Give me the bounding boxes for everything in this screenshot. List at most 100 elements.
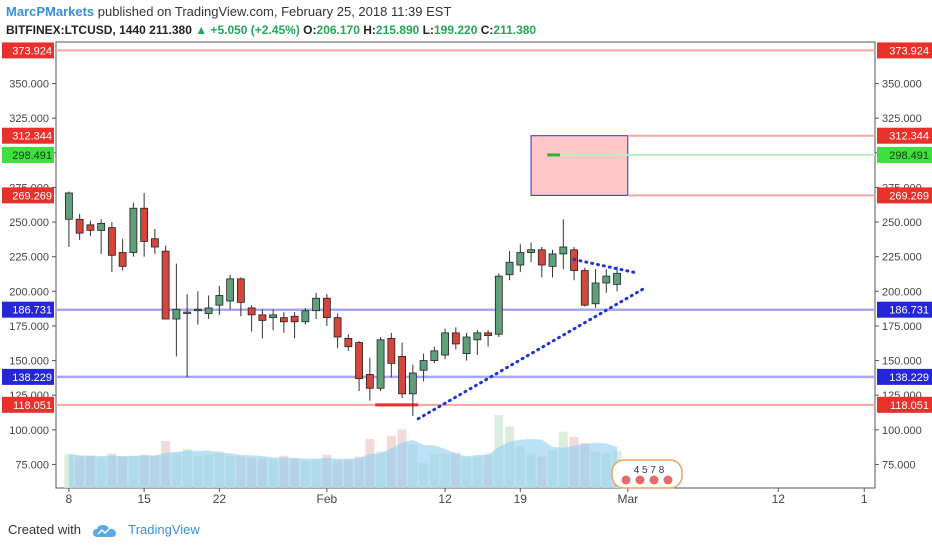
- candle-body: [183, 311, 192, 314]
- price-level-label-left: 373.924: [12, 45, 52, 57]
- publish-info: MarcPMarkets published on TradingView.co…: [6, 4, 451, 19]
- candle-body: [537, 249, 546, 266]
- x-tick-label: 12: [438, 492, 452, 506]
- candle-body: [193, 308, 202, 312]
- candle-body: [344, 338, 353, 348]
- tradingview-brand-link[interactable]: TradingView: [128, 522, 200, 537]
- candle-body: [64, 192, 73, 220]
- price-level-badge-right: [877, 42, 932, 59]
- candle-body: [86, 224, 95, 231]
- candle-body: [376, 339, 385, 389]
- price-level-label-right: 269.269: [889, 190, 929, 202]
- candle-body: [398, 356, 406, 395]
- x-tick-label: 15: [137, 492, 151, 506]
- candle-body: [301, 310, 310, 323]
- x-tick-label: 12: [772, 492, 786, 506]
- symbol-info: BITFINEX:LTCUSD, 1440 211.380 ▲ +5.050 (…: [6, 23, 536, 37]
- close-label: C:: [480, 23, 494, 37]
- plot-area: [55, 41, 876, 489]
- low-value: 199.220: [433, 23, 478, 37]
- price-level-label-left: 138.229: [12, 372, 52, 384]
- published-text: published on TradingView.com, February 2…: [97, 4, 452, 19]
- price-level-label-right: 298.491: [889, 150, 929, 162]
- candle-body: [269, 314, 278, 319]
- candle-body: [161, 250, 170, 320]
- candle-body: [602, 275, 611, 284]
- events-badge-label: 4 5 7 8: [634, 465, 665, 476]
- y-tick-label-right: 75.000: [882, 459, 916, 471]
- x-tick-label: 19: [514, 492, 528, 506]
- price-change: ▲ +5.050 (+2.45%): [195, 23, 300, 37]
- candle-body: [430, 350, 439, 361]
- last-price: 211.380: [149, 23, 192, 37]
- lower-trendline: [416, 287, 646, 421]
- price-level-badge-right: [877, 396, 932, 413]
- x-tick-label: 22: [213, 492, 227, 506]
- y-tick-label-right: 225.000: [882, 252, 922, 264]
- high-value: 215.890: [375, 23, 420, 37]
- target-zone-box: [530, 135, 629, 196]
- candle-body: [290, 315, 299, 323]
- candle-body: [258, 314, 267, 321]
- candle-body: [505, 261, 514, 276]
- candle-body: [312, 297, 321, 312]
- candle-body: [580, 270, 589, 306]
- price-level-badge-right: [877, 187, 932, 204]
- open-label: O:: [303, 23, 317, 37]
- footer: Created with TradingView: [8, 522, 200, 538]
- volume-ma-area: [68, 438, 618, 488]
- candle-body: [494, 275, 503, 335]
- price-level-label-right: 186.731: [889, 305, 929, 317]
- candle-body: [236, 278, 245, 303]
- y-tick-label-right: 150.000: [882, 356, 922, 368]
- y-tick-label-right: 250.000: [882, 217, 922, 229]
- author-link[interactable]: MarcPMarkets: [6, 4, 95, 19]
- price-level-badge-left: [2, 187, 54, 204]
- candle-body: [591, 282, 600, 305]
- candle-body: [172, 308, 181, 320]
- event-flag-icon: [634, 474, 646, 486]
- created-with-text: Created with: [8, 522, 81, 537]
- price-level-label-right: 118.051: [890, 400, 929, 412]
- price-level-label-right: 373.924: [889, 45, 929, 57]
- price-level-badge-left: [2, 127, 54, 144]
- y-tick-label-right: 175.000: [882, 321, 922, 333]
- candle-body: [107, 227, 116, 256]
- candle-body: [484, 332, 492, 337]
- price-level-badge-right: [877, 368, 932, 385]
- y-tick-label-right: 100.000: [882, 425, 922, 437]
- candle-body: [516, 252, 525, 266]
- candle-body: [140, 207, 149, 242]
- y-tick-label-left: 250.000: [9, 217, 49, 229]
- candle-body: [473, 332, 482, 341]
- y-tick-label-left: 75.000: [15, 459, 49, 471]
- tradingview-cloud-icon: [92, 524, 116, 537]
- price-level-badge-right: [877, 146, 932, 163]
- price-level-badge-left: [2, 301, 54, 318]
- x-tick-label: Mar: [617, 492, 638, 506]
- x-tick-label: Feb: [317, 492, 338, 506]
- y-tick-label-left: 150.000: [9, 356, 49, 368]
- price-level-label-left: 312.344: [12, 131, 52, 143]
- candle-body: [559, 246, 568, 255]
- y-tick-label-left: 200.000: [9, 286, 49, 298]
- y-tick-label-left: 325.000: [9, 113, 49, 125]
- symbol-label[interactable]: BITFINEX:LTCUSD, 1440: [6, 23, 146, 37]
- candle-body: [408, 372, 417, 395]
- high-label: H:: [363, 23, 376, 37]
- candle-body: [279, 317, 288, 323]
- x-tick-label: 8: [66, 492, 73, 506]
- candle-body: [451, 332, 460, 345]
- y-tick-label-right: 200.000: [882, 286, 922, 298]
- candle-body: [462, 336, 471, 355]
- candle-body: [419, 360, 428, 371]
- price-level-label-right: 138.229: [889, 372, 929, 384]
- candle-body: [129, 207, 138, 253]
- candle-body: [247, 307, 256, 316]
- price-level-label-left: 269.269: [12, 190, 52, 202]
- low-label: L:: [422, 23, 434, 37]
- candle-body: [150, 238, 159, 248]
- event-flag-icon: [620, 474, 632, 486]
- candle-body: [226, 278, 235, 302]
